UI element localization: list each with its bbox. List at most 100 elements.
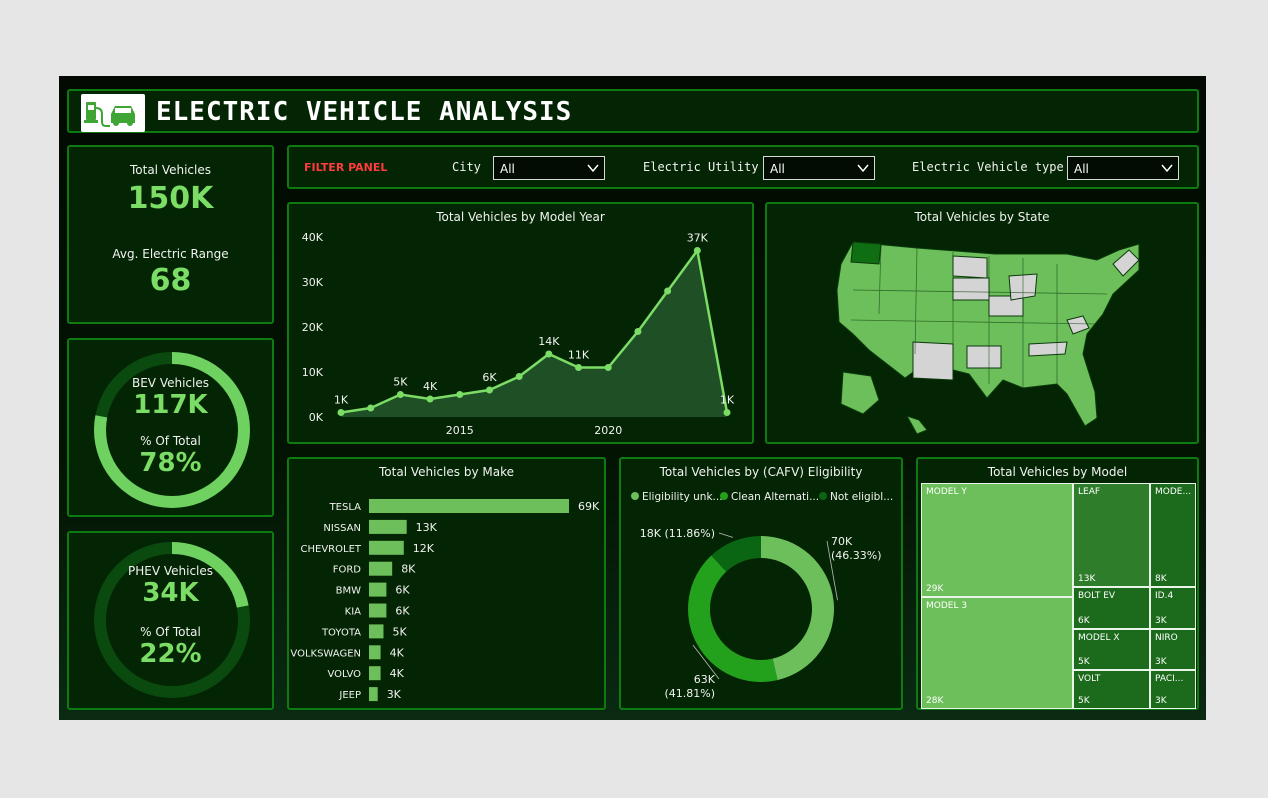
y-tick-label: 30K (302, 276, 324, 289)
treemap-cell[interactable]: VOLT 5K (1073, 670, 1150, 709)
treemap-cell[interactable]: MODEL 3 28K (921, 597, 1073, 709)
model-year-chart: 0K 10K 20K 30K 40K 1K 5K 4K 6K 14K 11K 37K 1K 2015 202… (302, 231, 735, 437)
slice-label: 70K (831, 535, 853, 548)
bar (369, 499, 569, 513)
treemap-cell-label: MODEL Y (926, 487, 967, 497)
us-state-map[interactable] (767, 204, 1197, 442)
bar (369, 645, 381, 660)
kpi-bev-card: BEV Vehicles 117K % Of Total 78% (67, 338, 274, 517)
data-point (456, 391, 464, 398)
phev-value: 34K (142, 578, 199, 608)
bar (369, 603, 387, 618)
bar (369, 582, 387, 597)
phev-ring-arc (94, 542, 250, 698)
make-chart-title: Total Vehicles by Make (379, 465, 514, 479)
ev-type-dropdown-value: All (1074, 162, 1089, 176)
bev-label: BEV Vehicles (131, 376, 209, 390)
treemap-cell-label: MODEL 3 (926, 601, 968, 611)
legend-label: Not eligibl... (830, 491, 893, 503)
treemap-cell[interactable]: MODEL Y 29K (921, 483, 1073, 597)
treemap-cell-value: 28K (926, 696, 944, 706)
state-map-card: Total Vehicles by State (765, 202, 1199, 444)
page-title: ELECTRIC VEHICLE ANALYSIS (156, 97, 573, 127)
chevron-down-icon (857, 164, 869, 173)
data-label: 4K (423, 380, 438, 393)
x-tick-label: 2020 (594, 424, 622, 437)
data-point (575, 364, 583, 371)
model-treemap-card: Total Vehicles by Model MODEL Y 29K MODEL … (916, 457, 1199, 710)
bar (369, 687, 378, 702)
data-point (664, 287, 672, 295)
slice-label: 18K (11.86%) (640, 527, 715, 540)
donut-slice (711, 536, 761, 572)
legend-label: Eligibility unk... (642, 491, 723, 503)
bar (369, 540, 404, 555)
treemap-cell[interactable]: MODE... 8K (1150, 483, 1196, 587)
make-bar-chart: TESLA 69K NISSAN 13K CHEVROLET 12K FORD 8K BMW 6K… (290, 499, 600, 702)
bar (369, 519, 407, 534)
treemap-cell-label: PACI... (1155, 674, 1184, 684)
treemap-cell[interactable]: NIRO 3K (1150, 629, 1196, 670)
data-label: 11K (568, 349, 590, 362)
bev-pct-value: 78% (139, 448, 202, 478)
total-vehicles-label: Total Vehicles (129, 163, 211, 177)
treemap-cell-label: NIRO (1155, 633, 1178, 643)
treemap-cell-label: BOLT EV (1078, 591, 1116, 601)
leader-line (718, 532, 733, 538)
category-label: BMW (336, 586, 361, 597)
category-label: NISSAN (323, 523, 361, 534)
city-filter-label: City (452, 160, 481, 174)
data-point (396, 391, 404, 398)
data-point (693, 247, 701, 254)
total-vehicles-value: 150K (127, 181, 214, 216)
slice-label: 63K (694, 673, 716, 686)
bev-ring (94, 352, 250, 508)
model-treemap: MODEL Y 29K MODEL 3 28K LEAF 13K MODE... 8K BOLT… (921, 483, 1196, 709)
bar-value-label: 6K (395, 605, 410, 618)
y-tick-label: 20K (302, 321, 324, 334)
data-point (604, 364, 612, 371)
category-label: TOYOTA (321, 627, 361, 638)
bev-ring-arc (94, 352, 250, 508)
treemap-cell-value: 3K (1155, 616, 1167, 626)
state-map-title: Total Vehicles by State (914, 210, 1050, 224)
city-dropdown[interactable]: All (493, 156, 605, 180)
leader-line (826, 540, 838, 601)
treemap-cell[interactable]: BOLT EV 6K (1073, 587, 1150, 629)
chevron-down-icon (587, 164, 599, 173)
category-label: JEEP (338, 690, 361, 701)
treemap-cell[interactable]: MODEL X 5K (1073, 629, 1150, 670)
legend-marker (819, 492, 827, 500)
bar-value-label: 8K (401, 563, 416, 576)
state-gray-9 (1112, 249, 1140, 277)
slice-pct-label: (46.33%) (831, 549, 882, 562)
data-point (723, 409, 731, 416)
ev-type-dropdown[interactable]: All (1067, 156, 1179, 180)
state-gray-8 (1066, 315, 1090, 335)
treemap-cell[interactable]: PACI... 3K (1150, 670, 1196, 709)
alaska-shape (840, 371, 880, 415)
utility-dropdown[interactable]: All (763, 156, 875, 180)
bar-value-label: 13K (416, 521, 438, 534)
treemap-cell-value: 5K (1078, 657, 1090, 667)
model-treemap-title: Total Vehicles by Model (987, 465, 1128, 479)
series-line (340, 247, 729, 414)
bev-value: 117K (133, 390, 208, 420)
data-point (485, 386, 493, 394)
state-gray-4 (912, 341, 954, 381)
bar-value-label: 3K (387, 688, 402, 701)
data-label: 5K (393, 376, 408, 389)
state-gray-5 (966, 345, 1002, 369)
state-gray-6 (1028, 341, 1068, 357)
category-label: KIA (345, 607, 362, 618)
make-chart-card: Total Vehicles by Make TESLA 69K NISSAN 13K… (287, 457, 606, 710)
treemap-cell-label: MODEL X (1078, 633, 1120, 643)
bar-value-label: 5K (392, 625, 407, 638)
data-label: 37K (687, 232, 709, 245)
city-dropdown-value: All (500, 162, 515, 176)
phev-ring (94, 542, 250, 698)
category-label: FORD (333, 565, 362, 576)
treemap-cell[interactable]: ID.4 3K (1150, 587, 1196, 629)
treemap-cell[interactable]: LEAF 13K (1073, 483, 1150, 587)
treemap-cell-value: 5K (1078, 696, 1090, 706)
